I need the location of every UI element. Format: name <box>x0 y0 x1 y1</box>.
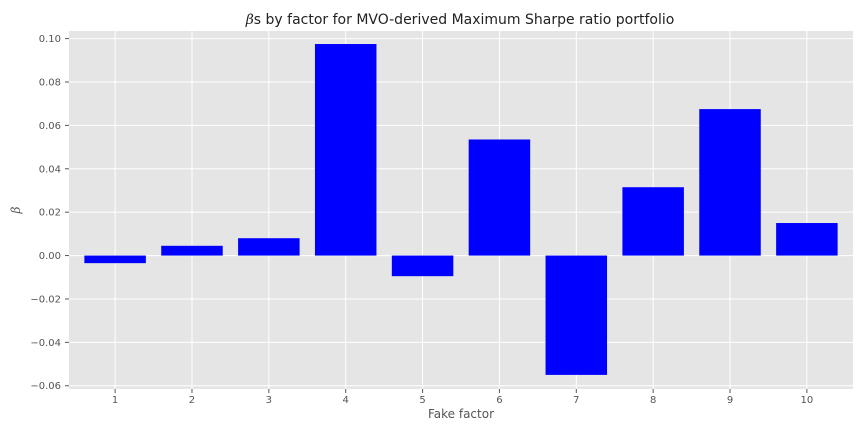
bar-factor-6 <box>468 139 531 256</box>
y-tick-label: −0.04 <box>30 338 61 349</box>
y-tick-label: 0.02 <box>39 208 61 219</box>
bar-factor-4 <box>314 44 377 256</box>
bars <box>84 44 838 375</box>
bar-factor-10 <box>776 223 838 256</box>
x-tick-label: 8 <box>650 395 656 406</box>
bar-factor-9 <box>699 109 761 256</box>
bar-factor-2 <box>161 245 223 256</box>
y-tick-label: 0.10 <box>39 34 61 45</box>
x-tick-label: 1 <box>112 395 118 406</box>
bar-factor-7 <box>545 255 608 375</box>
bar-factor-1 <box>84 255 146 264</box>
y-axis-ticks: −0.06 −0.04 −0.02 0.00 0.02 0.04 0.06 0.08 0.10 <box>30 34 69 392</box>
x-axis-ticks: 1 2 3 4 5 6 7 8 9 10 <box>112 389 813 406</box>
x-axis-label: Fake factor <box>428 407 494 421</box>
bar-factor-3 <box>238 238 300 256</box>
x-tick-label: 4 <box>343 395 349 406</box>
x-tick-label: 9 <box>727 395 733 406</box>
x-tick-label: 6 <box>496 395 502 406</box>
bar-factor-5 <box>391 255 454 277</box>
y-tick-label: 0.04 <box>39 164 61 175</box>
x-tick-label: 3 <box>266 395 272 406</box>
y-tick-label: −0.02 <box>30 294 61 305</box>
bar-factor-8 <box>622 187 684 256</box>
x-tick-label: 2 <box>189 395 195 406</box>
y-tick-label: 0.00 <box>39 251 61 262</box>
y-tick-label: 0.06 <box>39 121 61 132</box>
chart-title: βs by factor for MVO-derived Maximum Sha… <box>245 12 675 28</box>
x-tick-label: 10 <box>801 395 814 406</box>
x-tick-label: 5 <box>419 395 425 406</box>
y-tick-label: −0.06 <box>30 381 61 392</box>
x-tick-label: 7 <box>573 395 579 406</box>
y-axis-label: β <box>9 206 23 214</box>
y-tick-label: 0.08 <box>39 77 61 88</box>
